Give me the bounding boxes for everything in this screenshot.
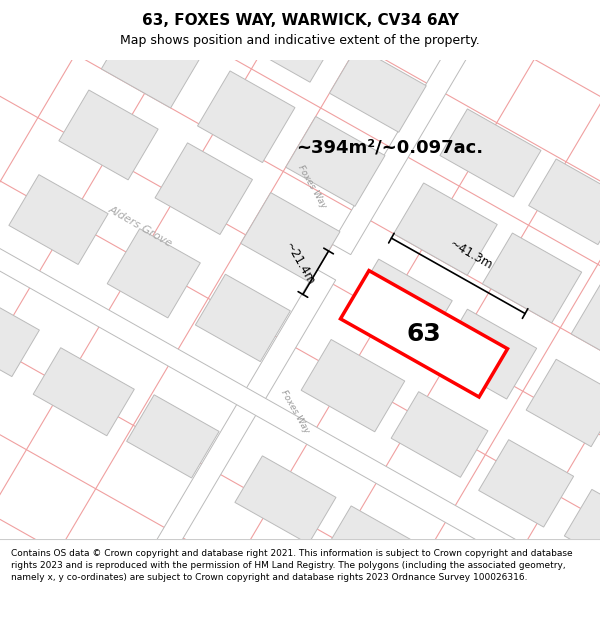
Polygon shape — [412, 556, 505, 625]
Polygon shape — [394, 183, 497, 275]
Polygon shape — [332, 0, 521, 254]
Text: Foxes Way: Foxes Way — [296, 164, 328, 210]
Text: ~21.4m: ~21.4m — [283, 241, 317, 288]
Text: Map shows position and indicative extent of the property.: Map shows position and indicative extent… — [120, 34, 480, 47]
Polygon shape — [571, 283, 600, 371]
Polygon shape — [33, 348, 134, 436]
Polygon shape — [0, 192, 594, 601]
Polygon shape — [9, 174, 108, 264]
Text: Foxes Way: Foxes Way — [279, 389, 311, 435]
Polygon shape — [437, 309, 536, 399]
Polygon shape — [0, 291, 40, 377]
Polygon shape — [479, 439, 574, 527]
Polygon shape — [59, 90, 158, 180]
Polygon shape — [391, 392, 488, 478]
Polygon shape — [196, 274, 290, 362]
Polygon shape — [127, 269, 335, 601]
Text: 63: 63 — [407, 322, 442, 346]
Polygon shape — [526, 359, 600, 447]
Polygon shape — [241, 192, 340, 282]
Polygon shape — [107, 229, 200, 318]
Text: ~394m²/~0.097ac.: ~394m²/~0.097ac. — [296, 139, 484, 157]
Polygon shape — [565, 489, 600, 575]
Polygon shape — [127, 395, 219, 478]
Polygon shape — [101, 18, 200, 108]
Polygon shape — [286, 116, 385, 206]
Text: Alders Grove: Alders Grove — [106, 204, 174, 249]
Polygon shape — [148, 0, 244, 29]
Text: ~41.3m: ~41.3m — [447, 237, 494, 272]
Polygon shape — [155, 143, 253, 234]
Polygon shape — [323, 506, 421, 591]
Polygon shape — [349, 259, 452, 351]
Polygon shape — [329, 47, 426, 132]
Polygon shape — [497, 604, 593, 625]
Polygon shape — [235, 456, 336, 544]
Polygon shape — [440, 109, 541, 197]
Polygon shape — [482, 233, 581, 323]
Polygon shape — [197, 71, 295, 162]
Polygon shape — [245, 0, 337, 82]
Text: 63, FOXES WAY, WARWICK, CV34 6AY: 63, FOXES WAY, WARWICK, CV34 6AY — [142, 13, 458, 28]
Polygon shape — [301, 339, 405, 432]
Polygon shape — [340, 271, 508, 397]
Text: Contains OS data © Crown copyright and database right 2021. This information is : Contains OS data © Crown copyright and d… — [11, 549, 572, 582]
Polygon shape — [529, 159, 600, 244]
